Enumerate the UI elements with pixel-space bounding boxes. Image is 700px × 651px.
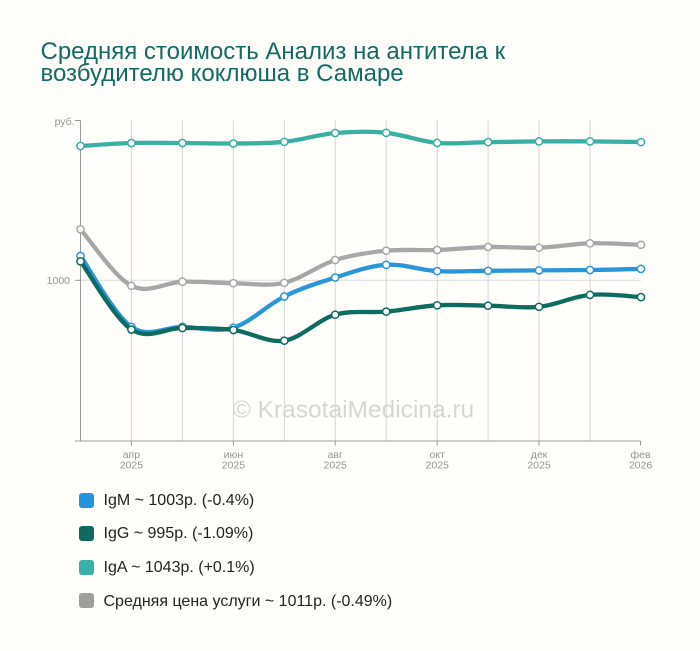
svg-text:дек: дек xyxy=(531,449,548,461)
svg-text:авг: авг xyxy=(328,449,343,461)
svg-text:апр: апр xyxy=(123,449,141,461)
svg-text:© KrasotaiMedicina.ru: © KrasotaiMedicina.ru xyxy=(233,397,474,424)
svg-text:2025: 2025 xyxy=(120,459,144,471)
svg-text:руб.: руб. xyxy=(55,116,75,128)
svg-text:2025: 2025 xyxy=(426,459,450,471)
svg-text:2025: 2025 xyxy=(527,459,551,471)
svg-text:фев: фев xyxy=(630,449,650,461)
svg-text:2025: 2025 xyxy=(324,459,348,471)
svg-text:окт: окт xyxy=(430,449,446,461)
svg-text:июн: июн xyxy=(224,449,244,461)
svg-text:2025: 2025 xyxy=(222,459,246,471)
svg-text:2026: 2026 xyxy=(629,459,653,471)
svg-text:1000: 1000 xyxy=(47,275,71,287)
